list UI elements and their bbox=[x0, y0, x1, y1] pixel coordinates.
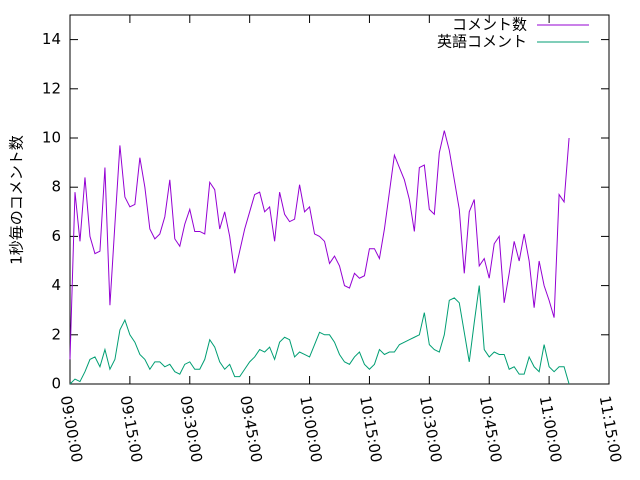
y-tick-label: 4 bbox=[51, 276, 61, 294]
legend-label: 英語コメント bbox=[437, 33, 527, 51]
legend-label: コメント数 bbox=[452, 16, 527, 34]
y-tick-label: 10 bbox=[42, 129, 61, 147]
series-line bbox=[69, 130, 570, 360]
y-tick-label: 6 bbox=[51, 227, 61, 245]
series-line bbox=[69, 285, 570, 385]
y-tick-label: 0 bbox=[51, 375, 61, 393]
y-tick-label: 8 bbox=[51, 178, 61, 196]
plot-border bbox=[69, 14, 610, 385]
y-tick-label: 12 bbox=[42, 79, 61, 97]
y-tick-label: 2 bbox=[51, 325, 61, 343]
y-tick-label: 14 bbox=[42, 30, 61, 48]
y-axis-label: 1秒毎のコメント数 bbox=[8, 135, 26, 265]
